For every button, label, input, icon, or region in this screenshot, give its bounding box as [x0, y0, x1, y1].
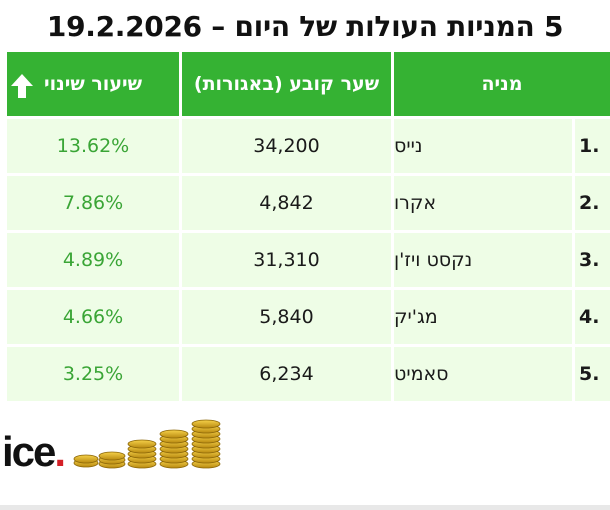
gold-coins-icon	[73, 419, 221, 469]
price-cell: 31,310	[182, 233, 391, 287]
stock-name-cell: סאמיט	[394, 347, 572, 401]
table-row: 2. אקרו 4,842 7.86%	[0, 176, 610, 230]
rank-cell: 2.	[575, 176, 610, 230]
header-change[interactable]: שיעור שינוי	[7, 52, 179, 116]
rank-cell: 1.	[575, 119, 610, 173]
stock-name-cell: מג'יק	[394, 290, 572, 344]
rank-cell: 5.	[575, 347, 610, 401]
rank-cell: 3.	[575, 233, 610, 287]
table-row: 3. נקסט ויז'ן 31,310 4.89%	[0, 233, 610, 287]
footer-bar	[0, 505, 610, 510]
stock-name-cell: אקרו	[394, 176, 572, 230]
price-cell: 5,840	[182, 290, 391, 344]
price-cell: 4,842	[182, 176, 391, 230]
table-row: 4. מג'יק 5,840 4.66%	[0, 290, 610, 344]
change-cell: 13.62%	[7, 119, 179, 173]
stock-name-cell: נקסט ויז'ן	[394, 233, 572, 287]
header-change-label: שיעור שינוי	[44, 73, 142, 95]
arrow-up-icon	[11, 74, 33, 98]
logo-text: ice.	[2, 428, 66, 475]
table-header-row: מניה שער קובע (באגורות) שיעור שינוי	[0, 52, 610, 116]
table-row: 1. נייס 34,200 13.62%	[0, 119, 610, 173]
header-stock: מניה	[394, 52, 610, 116]
change-cell: 7.86%	[7, 176, 179, 230]
change-cell: 4.89%	[7, 233, 179, 287]
change-cell: 3.25%	[7, 347, 179, 401]
ice-logo[interactable]: ice.	[0, 418, 230, 478]
rank-cell: 4.	[575, 290, 610, 344]
top-stocks-table: מניה שער קובע (באגורות) שיעור שינוי 1. נ…	[0, 52, 610, 401]
header-price: שער קובע (באגורות)	[182, 52, 391, 116]
change-cell: 4.66%	[7, 290, 179, 344]
price-cell: 6,234	[182, 347, 391, 401]
stock-name-cell: נייס	[394, 119, 572, 173]
table-row: 5. סאמיט 6,234 3.25%	[0, 347, 610, 401]
price-cell: 34,200	[182, 119, 391, 173]
page-title: 5 המניות העולות של היום – 19.2.2026	[46, 9, 564, 43]
